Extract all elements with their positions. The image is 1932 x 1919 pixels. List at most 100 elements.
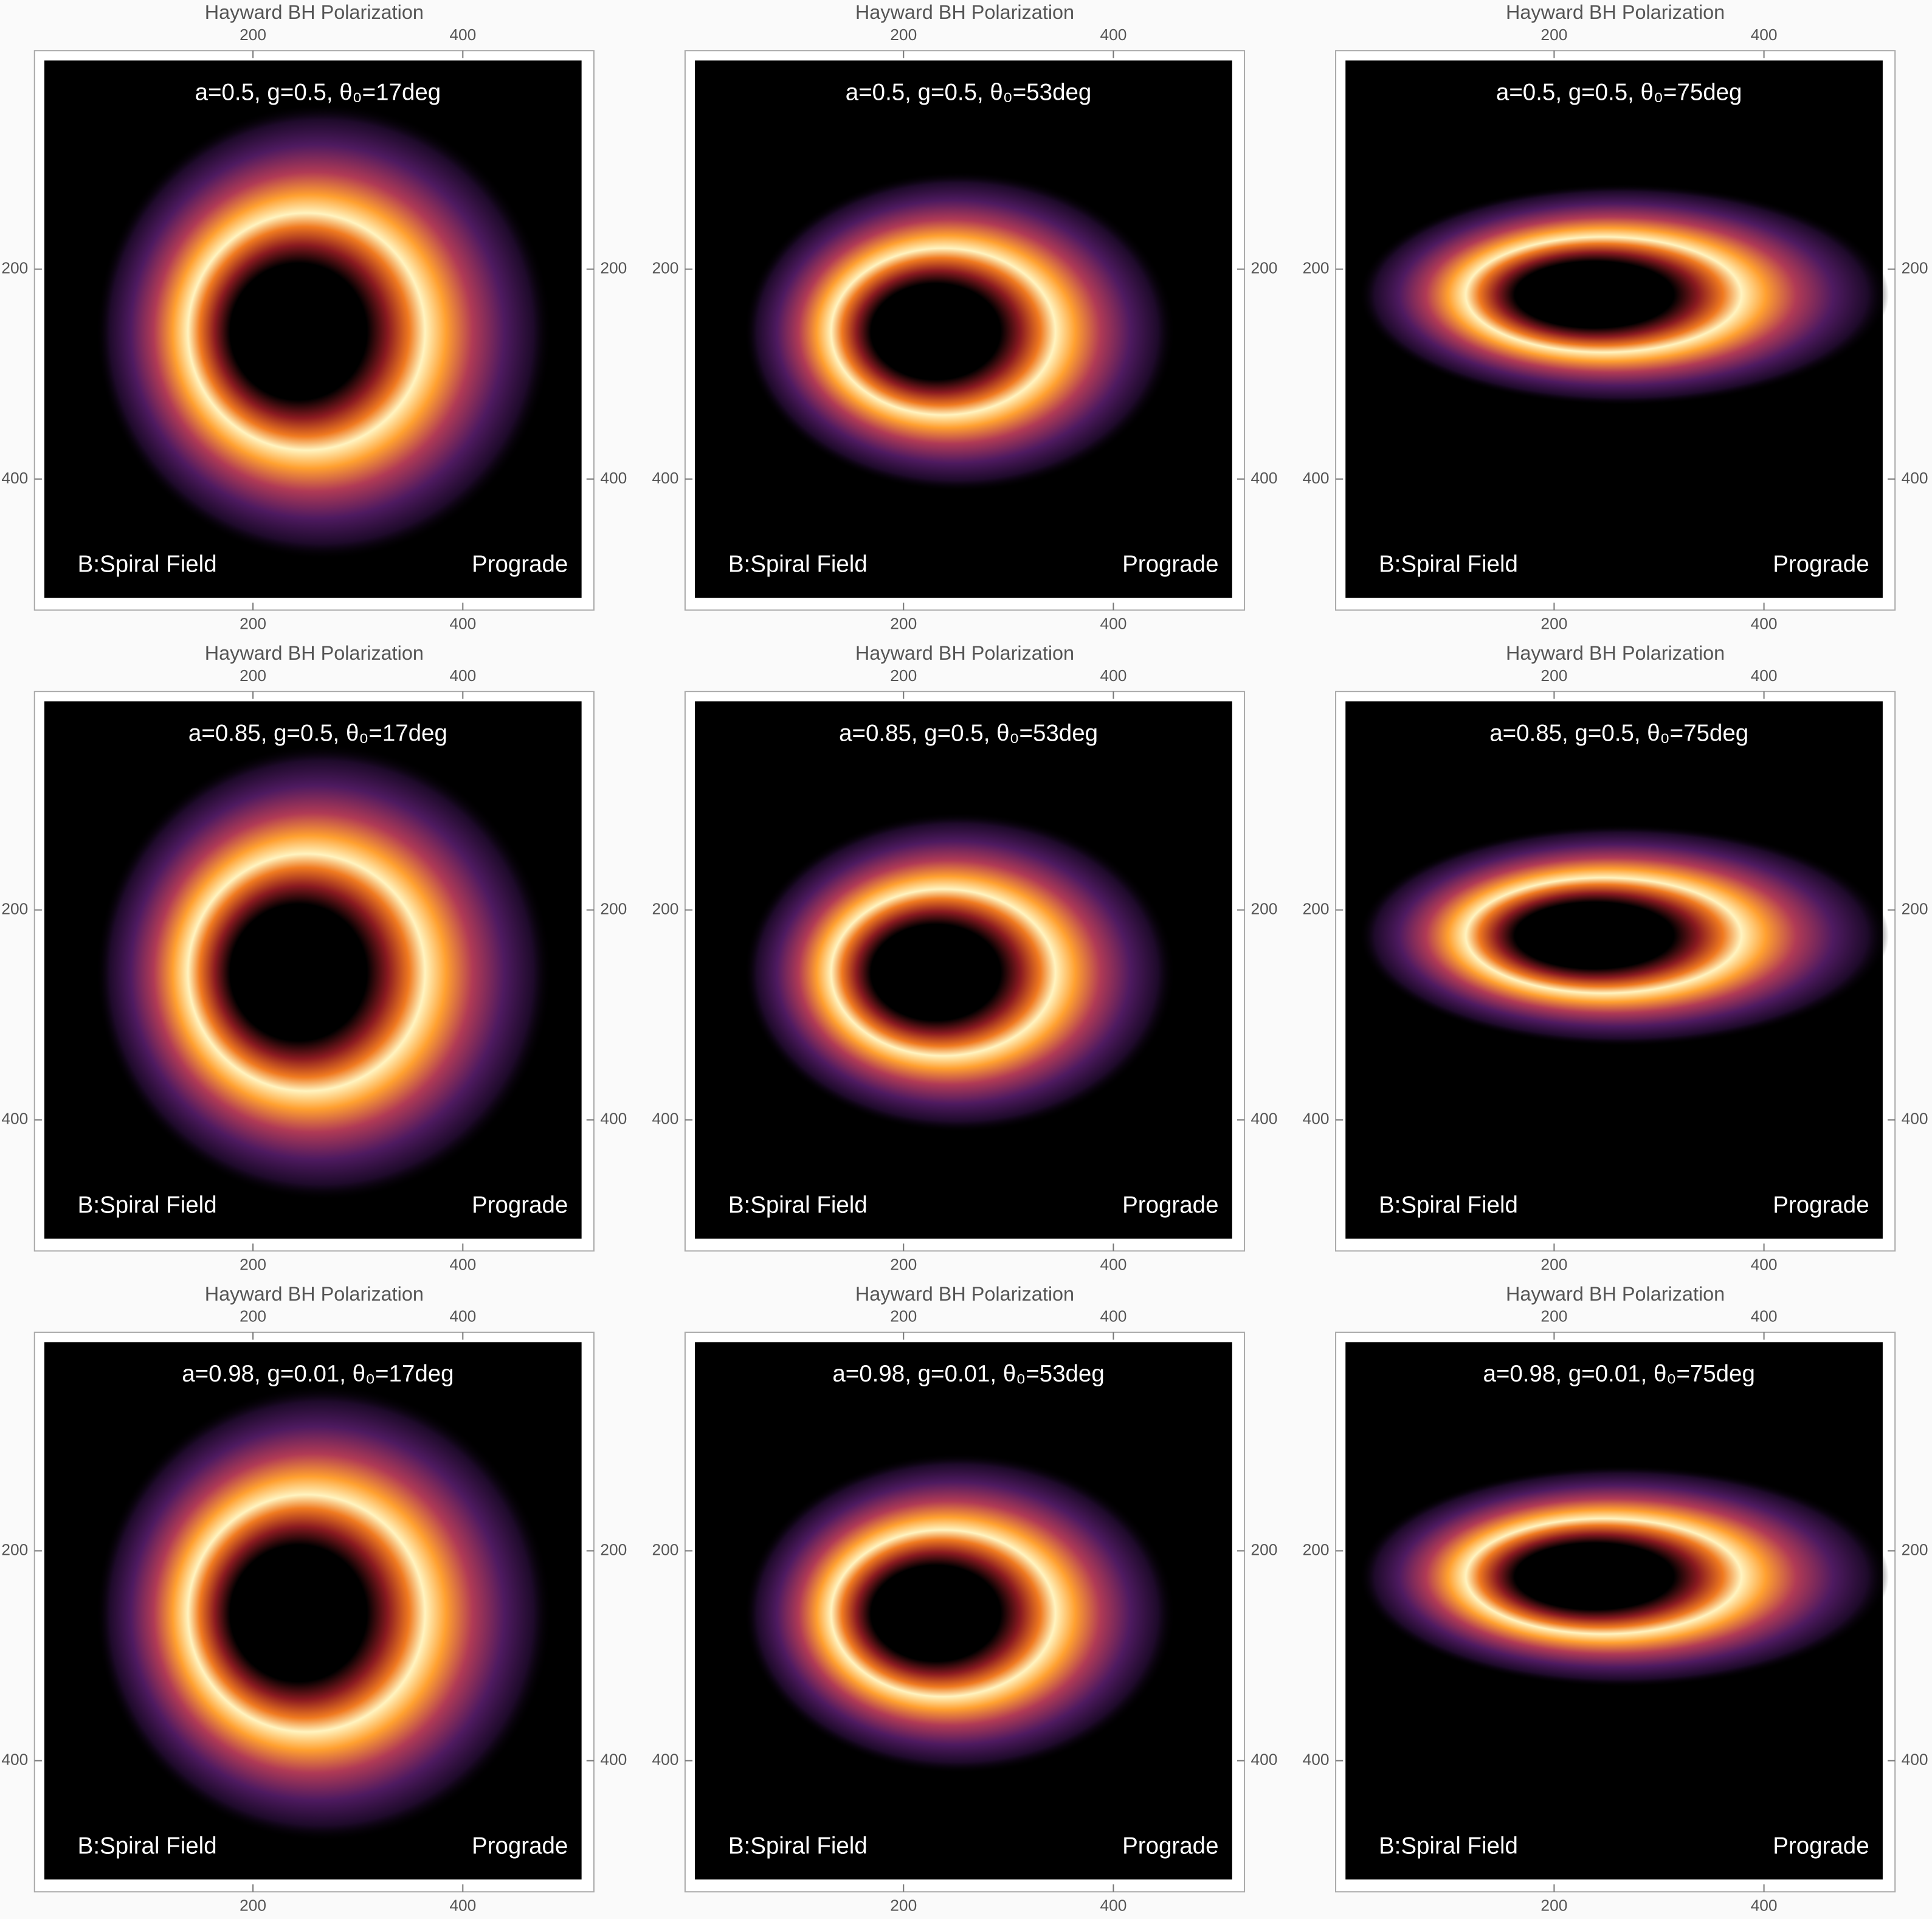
orbit-label: Prograde <box>1122 551 1218 578</box>
parameters: a=0.85, g=0.5, θ₀=17deg <box>188 720 447 746</box>
field-label: B:Spiral Field <box>1379 1833 1518 1859</box>
x-tick-label: 400 <box>1100 1897 1126 1915</box>
intensity-ring <box>96 744 552 1201</box>
field-label: B:Spiral Field <box>1379 1192 1518 1219</box>
x-tick-label: 200 <box>1540 615 1567 633</box>
y-tick-label: 400 <box>652 1751 678 1769</box>
chart-title: Hayward BH Polarization <box>855 1 1074 23</box>
y-tick-label: 200 <box>1303 259 1330 277</box>
chart-title: Hayward BH Polarization <box>855 1283 1074 1305</box>
chart-title: Hayward BH Polarization <box>1506 642 1725 664</box>
y-tick-label: 400 <box>600 1110 627 1128</box>
y-tick-label: 400 <box>1303 469 1330 487</box>
x-tick-label: 200 <box>240 615 266 633</box>
parameters: a=0.85, g=0.5, θ₀=53deg <box>839 720 1098 746</box>
x-tick-label: 400 <box>449 26 476 44</box>
chart-title: Hayward BH Polarization <box>1506 1 1725 23</box>
panel: 200 200 400 400 200 200 400 400 Hayward BH Polar… <box>652 1 1277 633</box>
y-tick-label: 200 <box>1902 900 1928 918</box>
x-tick-label: 200 <box>890 666 917 685</box>
x-tick-label: 400 <box>1751 1897 1778 1915</box>
x-tick-label: 400 <box>1751 1256 1778 1274</box>
x-tick-label: 400 <box>1751 615 1778 633</box>
parameters: a=0.98, g=0.01, θ₀=17deg <box>182 1361 454 1387</box>
y-tick-label: 400 <box>1 1110 28 1128</box>
parameters: a=0.5, g=0.5, θ₀=53deg <box>846 79 1092 105</box>
panel: 200 200 400 400 200 200 400 400 Hayward BH Polar… <box>1 1283 627 1915</box>
y-tick-label: 400 <box>1 1751 28 1769</box>
y-tick-label: 200 <box>652 900 678 918</box>
field-label: B:Spiral Field <box>1379 551 1518 578</box>
intensity-ring <box>744 812 1176 1133</box>
x-tick-label: 400 <box>1751 666 1778 685</box>
intensity-ring <box>96 103 552 560</box>
panel: 200 200 400 400 200 200 400 400 Hayward BH Polar… <box>1303 642 1928 1274</box>
parameters: a=0.98, g=0.01, θ₀=75deg <box>1483 1361 1755 1387</box>
parameters: a=0.98, g=0.01, θ₀=53deg <box>832 1361 1104 1387</box>
x-tick-label: 200 <box>240 666 266 685</box>
y-tick-label: 400 <box>600 1751 627 1769</box>
panel: 200 200 400 400 200 200 400 400 Hayward BH Polar… <box>1303 1283 1928 1915</box>
panel: 200 200 400 400 200 200 400 400 Hayward BH Polar… <box>652 1283 1277 1915</box>
intensity-ring <box>744 171 1176 492</box>
field-label: B:Spiral Field <box>78 1833 217 1859</box>
x-tick-label: 200 <box>890 1897 917 1915</box>
x-tick-label: 200 <box>890 615 917 633</box>
x-tick-label: 200 <box>890 26 917 44</box>
orbit-label: Prograde <box>472 1833 568 1859</box>
y-tick-label: 400 <box>1902 1110 1928 1128</box>
x-tick-label: 400 <box>449 1897 476 1915</box>
y-tick-label: 400 <box>1303 1751 1330 1769</box>
x-tick-label: 200 <box>240 26 266 44</box>
parameters: a=0.5, g=0.5, θ₀=17deg <box>195 79 441 105</box>
x-tick-label: 400 <box>1100 615 1126 633</box>
chart-title: Hayward BH Polarization <box>205 642 424 664</box>
x-tick-label: 200 <box>1540 1256 1567 1274</box>
panel: 200 200 400 400 200 200 400 400 Hayward BH Polar… <box>1303 1 1928 633</box>
y-tick-label: 200 <box>1303 900 1330 918</box>
y-tick-label: 400 <box>600 469 627 487</box>
orbit-label: Prograde <box>472 1192 568 1219</box>
x-tick-label: 200 <box>890 1256 917 1274</box>
x-tick-label: 200 <box>1540 26 1567 44</box>
intensity-ring <box>1359 184 1889 406</box>
x-tick-label: 200 <box>240 1307 266 1326</box>
y-tick-label: 400 <box>652 469 678 487</box>
x-tick-label: 400 <box>1751 1307 1778 1326</box>
intensity-ring <box>744 1453 1176 1774</box>
y-tick-label: 400 <box>1902 1751 1928 1769</box>
y-tick-label: 200 <box>1 900 28 918</box>
x-tick-label: 200 <box>1540 1307 1567 1326</box>
x-tick-label: 400 <box>1100 1307 1126 1326</box>
intensity-ring <box>1359 825 1889 1046</box>
x-tick-label: 400 <box>449 1256 476 1274</box>
x-tick-label: 400 <box>1100 26 1126 44</box>
intensity-ring <box>1359 1465 1889 1687</box>
panel: 200 200 400 400 200 200 400 400 Hayward BH Polar… <box>1 642 627 1274</box>
y-tick-label: 400 <box>652 1110 678 1128</box>
orbit-label: Prograde <box>1773 551 1869 578</box>
y-tick-label: 200 <box>1251 259 1278 277</box>
orbit-label: Prograde <box>472 551 568 578</box>
field-label: B:Spiral Field <box>728 1833 868 1859</box>
y-tick-label: 200 <box>1 1540 28 1558</box>
y-tick-label: 400 <box>1251 469 1278 487</box>
x-tick-label: 400 <box>449 615 476 633</box>
y-tick-label: 200 <box>652 1540 678 1558</box>
orbit-label: Prograde <box>1122 1192 1218 1219</box>
x-tick-label: 400 <box>1100 666 1126 685</box>
field-label: B:Spiral Field <box>728 1192 868 1219</box>
y-tick-label: 200 <box>1251 900 1278 918</box>
x-tick-label: 400 <box>1100 1256 1126 1274</box>
orbit-label: Prograde <box>1122 1833 1218 1859</box>
y-tick-label: 200 <box>1303 1540 1330 1558</box>
field-label: B:Spiral Field <box>78 1192 217 1219</box>
y-tick-label: 200 <box>1902 259 1928 277</box>
chart-title: Hayward BH Polarization <box>205 1 424 23</box>
y-tick-label: 400 <box>1303 1110 1330 1128</box>
x-tick-label: 400 <box>449 1307 476 1326</box>
y-tick-label: 200 <box>600 1540 627 1558</box>
x-tick-label: 400 <box>1751 26 1778 44</box>
y-tick-label: 400 <box>1251 1110 1278 1128</box>
